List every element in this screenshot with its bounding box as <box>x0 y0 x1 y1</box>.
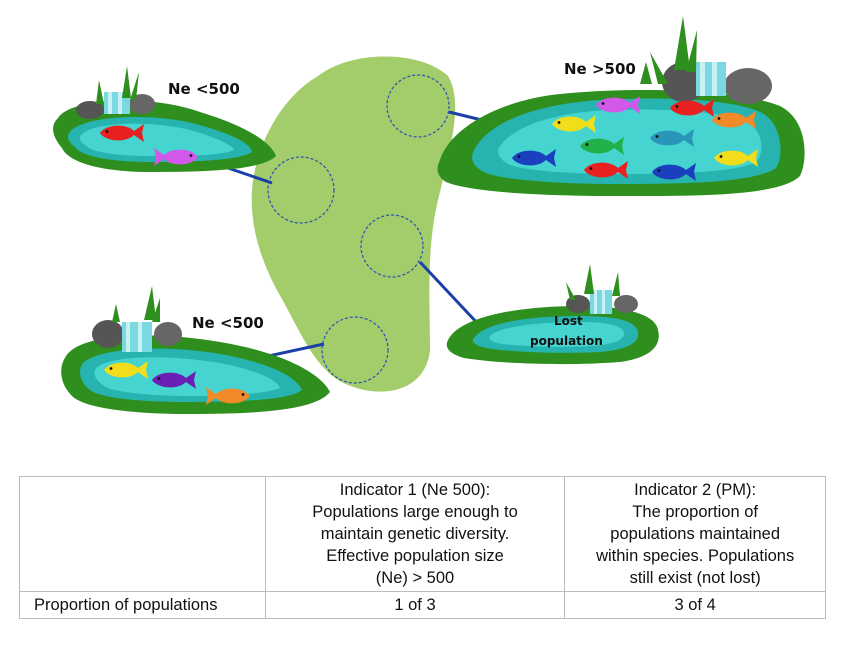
row-label: Proportion of populations <box>19 591 266 619</box>
indicator1-header-line: maintain genetic diversity. <box>320 525 510 543</box>
indicator1-header-line: Indicator 1 (Ne 500): <box>339 481 491 499</box>
population-circle-4 <box>321 316 389 384</box>
pond-top-right-rocks <box>662 62 772 104</box>
indicator2-header-line: The proportion of <box>632 503 758 521</box>
pond-top-right-grass <box>640 16 697 84</box>
pond-lost-rocks <box>566 290 638 314</box>
pond-lost <box>446 264 659 365</box>
indicator2-header-line: populations maintained <box>610 525 781 543</box>
indicator2-header-line: Indicator 2 (PM): <box>634 481 757 499</box>
table-row: Proportion of populations 1 of 3 3 of 4 <box>19 591 826 619</box>
pond-bottom-left-rocks <box>92 320 182 352</box>
species-range-area <box>251 56 456 392</box>
indicator1-header-line: Populations large enough to <box>312 503 518 521</box>
indicator2-header: Indicator 2 (PM): The proportion of popu… <box>564 476 826 592</box>
connector-top-left <box>227 166 273 185</box>
indicator2-header-line: still exist (not lost) <box>629 569 761 587</box>
pond-bottom-left <box>61 286 330 414</box>
table-header-row: Indicator 1 (Ne 500): Populations large … <box>19 476 826 592</box>
pond-bottom-left-grass <box>112 286 160 322</box>
population-circle-1 <box>386 74 450 138</box>
label-lost-line2: population <box>530 334 603 348</box>
indicator2-header-line: within species. Populations <box>596 547 795 565</box>
indicator1-header-line: (Ne) > 500 <box>375 569 455 587</box>
indicator1-header-line: Effective population size <box>326 547 504 565</box>
indicator2-value: 3 of 4 <box>564 591 826 619</box>
pond-top-left-grass <box>96 66 139 104</box>
label-lost-line1: Lost <box>554 314 583 328</box>
population-circle-2 <box>267 156 335 224</box>
indicator1-value: 1 of 3 <box>264 591 566 619</box>
connector-lost <box>418 260 482 328</box>
label-bottom-left: Ne <500 <box>192 314 264 332</box>
label-top-left: Ne <500 <box>168 80 240 98</box>
population-circle-3 <box>360 214 424 278</box>
population-diagram: Ne <500 Ne >500 Ne <500 Lost population <box>53 16 805 414</box>
table-corner-cell <box>19 476 266 592</box>
indicators-table: Indicator 1 (Ne 500): Populations large … <box>19 476 826 619</box>
pond-top-right <box>437 16 805 196</box>
label-top-right: Ne >500 <box>564 60 636 78</box>
pond-lost-grass <box>566 264 620 300</box>
indicator1-header: Indicator 1 (Ne 500): Populations large … <box>264 476 566 592</box>
pond-top-left <box>53 66 276 172</box>
